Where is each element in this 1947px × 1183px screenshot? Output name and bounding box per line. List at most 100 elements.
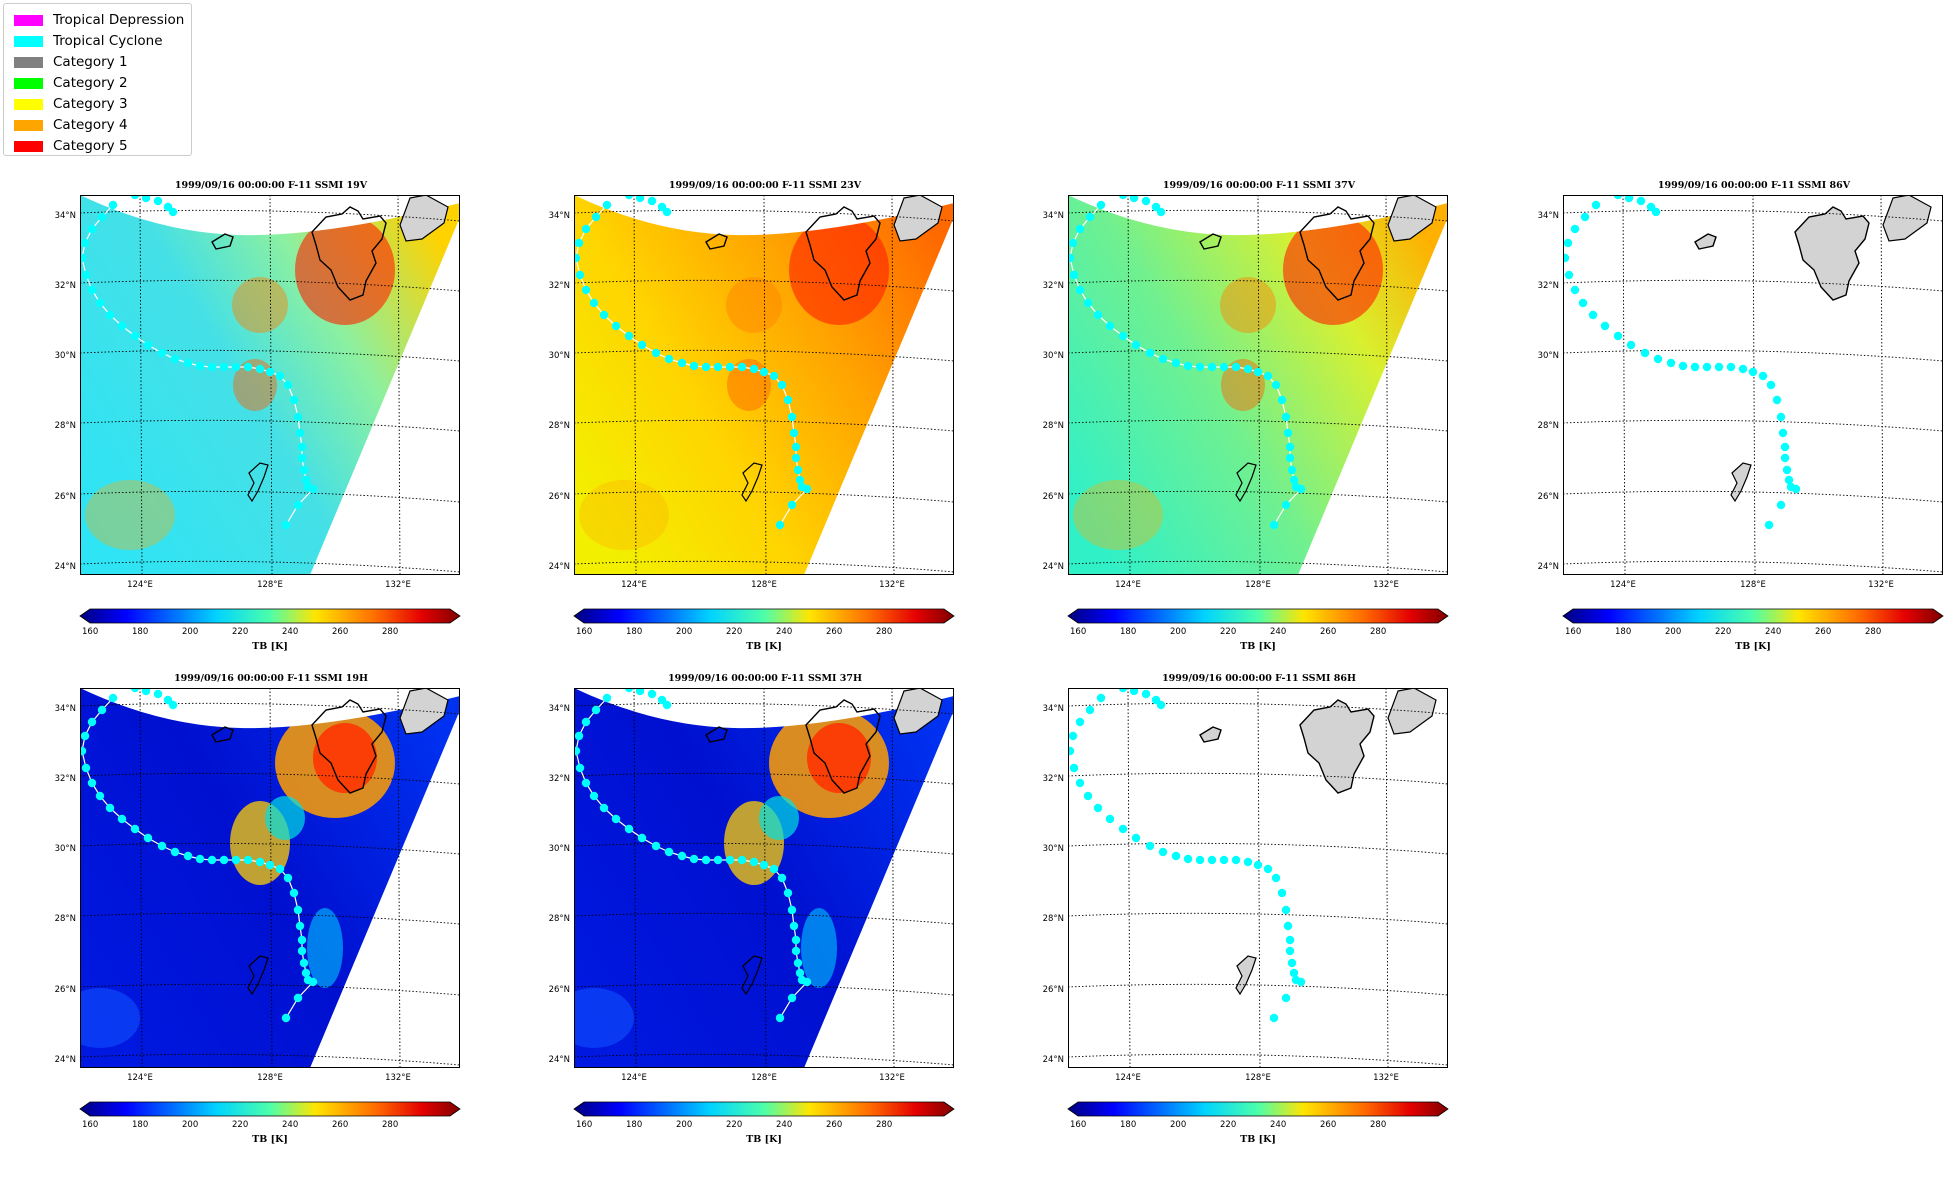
track-point	[80, 731, 90, 741]
track-point	[793, 465, 803, 475]
colorbar-tick: 280	[1370, 1120, 1387, 1130]
longitude-label: 124°E	[127, 1073, 153, 1083]
map-panel: 1999/09/16 00:00:00 F-11 SSMI 86H 34°N 32°…	[988, 673, 1449, 1183]
track-point	[81, 270, 91, 280]
colorbar-tick: 240	[776, 1120, 793, 1130]
map-svg	[1068, 195, 1448, 575]
colorbar-tick: 220	[1220, 627, 1237, 637]
track-point	[1269, 520, 1279, 530]
track-point	[791, 442, 801, 452]
graticule	[574, 688, 954, 1068]
track-point	[1764, 520, 1774, 530]
track-point	[759, 860, 769, 870]
track-point	[581, 778, 591, 788]
colorbar-tick: 260	[826, 627, 843, 637]
track-point	[574, 746, 581, 756]
latitude-label: 24°N	[1042, 1055, 1064, 1065]
track-point	[1591, 200, 1601, 210]
map-frame	[574, 195, 954, 575]
track-point	[624, 824, 634, 834]
track-point	[1069, 270, 1079, 280]
colorbar-tick: 240	[776, 627, 793, 637]
latitude-label: 24°N	[548, 562, 570, 572]
latitude-label: 34°N	[1042, 211, 1064, 221]
legend-item: Tropical Cyclone	[14, 32, 163, 50]
legend: Tropical Depression Tropical Cyclone Categ…	[3, 3, 192, 156]
latitude-label: 26°N	[1537, 492, 1559, 502]
land-island	[1199, 233, 1222, 250]
map-svg	[574, 688, 954, 1068]
track-point	[1289, 968, 1299, 978]
storm-track	[1068, 195, 1306, 530]
track-point	[153, 196, 163, 206]
latitude-label: 32°N	[54, 774, 76, 784]
graticule	[574, 195, 954, 575]
track-point	[1626, 340, 1636, 350]
map-svg	[1068, 688, 1448, 1068]
colorbar	[1067, 1101, 1449, 1117]
track-point	[1281, 500, 1291, 510]
track-point	[1782, 465, 1792, 475]
colorbar-tick: 180	[132, 1120, 149, 1130]
track-point	[664, 847, 674, 857]
latitude-label: 24°N	[54, 1055, 76, 1065]
track-point	[599, 310, 609, 320]
track-point	[1118, 195, 1128, 200]
longitude-label: 132°E	[1868, 580, 1894, 590]
track-point	[1613, 195, 1623, 200]
map-frame	[1563, 195, 1943, 575]
track-point	[1231, 855, 1241, 865]
track-point	[1085, 705, 1095, 715]
track-point	[283, 380, 293, 390]
latitude-label: 32°N	[548, 774, 570, 784]
legend-swatch	[14, 98, 43, 110]
colorbar-tick: 200	[1170, 1120, 1187, 1130]
latitude-label: 32°N	[1042, 281, 1064, 291]
colorbar-tick: 180	[1120, 627, 1137, 637]
track-point	[1564, 270, 1574, 280]
map-panel: 1999/09/16 00:00:00 F-11 SSMI 19V 34°N 32°…	[0, 180, 461, 690]
track-point	[297, 946, 307, 956]
colorbar-tick: 160	[82, 1120, 99, 1130]
track-point	[295, 428, 305, 438]
track-point	[275, 864, 285, 874]
track-point	[591, 705, 601, 715]
track-point	[647, 689, 657, 699]
track-point	[795, 968, 805, 978]
track-point	[1183, 854, 1193, 864]
land-island	[1199, 726, 1222, 743]
latitude-label: 28°N	[54, 421, 76, 431]
track-point	[1096, 693, 1106, 703]
track-point	[725, 362, 735, 372]
track-point	[141, 688, 151, 696]
legend-label: Category 1	[53, 54, 128, 70]
map-frame	[1068, 195, 1448, 575]
track-point	[1093, 310, 1103, 320]
track-point	[117, 814, 127, 824]
colorbar-tick: 220	[232, 627, 249, 637]
track-point	[1068, 731, 1078, 741]
latitude-label: 28°N	[548, 421, 570, 431]
track-point	[1296, 977, 1306, 987]
track-point	[737, 855, 747, 865]
track-point	[1277, 395, 1287, 405]
track-point	[1738, 364, 1748, 374]
track-point	[143, 833, 153, 843]
track-point	[1563, 253, 1570, 263]
latitude-label: 30°N	[1042, 351, 1064, 361]
legend-label: Category 4	[53, 117, 128, 133]
longitude-label: 124°E	[1115, 580, 1141, 590]
land-island	[1694, 233, 1717, 250]
graticule	[1068, 688, 1448, 1068]
latitude-label: 34°N	[1537, 211, 1559, 221]
track-point	[1269, 1013, 1279, 1023]
track-point	[1075, 285, 1085, 295]
latitude-label: 24°N	[54, 562, 76, 572]
track-point	[777, 873, 787, 883]
colorbar-tick: 240	[1270, 627, 1287, 637]
track-point	[1105, 321, 1115, 331]
track-point	[195, 854, 205, 864]
colorbar-title: TB [K]	[252, 1134, 288, 1145]
track-point	[1578, 298, 1588, 308]
track-point	[1156, 700, 1166, 710]
